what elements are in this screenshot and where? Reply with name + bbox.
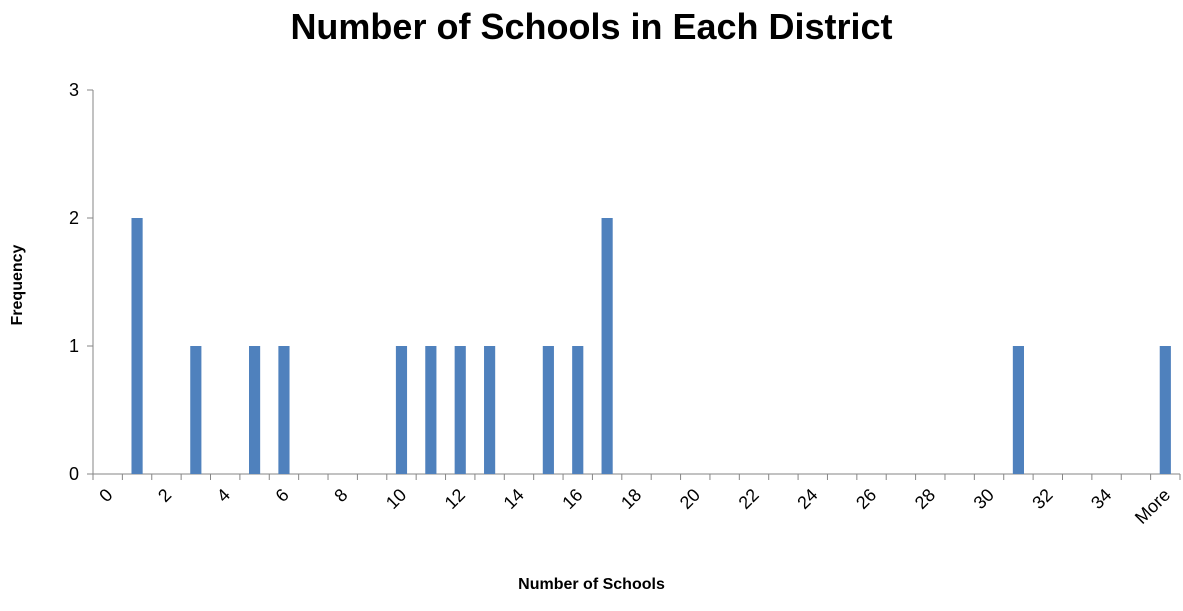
x-axis: 0 2 4 6 8 10 12 14 16 18 20 22 24 26 28 30 32 34 More [92, 473, 1181, 528]
x-tick-label: 6 [272, 485, 293, 506]
chart-title: Number of Schools in Each District [290, 6, 893, 47]
x-tick-label: 22 [735, 485, 763, 513]
x-tick-label: 26 [852, 485, 880, 513]
histogram-bar [248, 346, 261, 474]
histogram-bar [425, 346, 437, 474]
x-tick-label: 28 [911, 485, 939, 513]
histogram-bar [601, 218, 613, 474]
x-tick-label: 34 [1087, 485, 1115, 513]
y-tick-label: 0 [69, 464, 79, 484]
histogram-bar [572, 346, 584, 474]
x-tick-label: 0 [95, 485, 116, 506]
histogram-bar [190, 346, 202, 474]
y-tick-label: 2 [69, 208, 79, 228]
x-tick-label: 20 [676, 485, 704, 513]
x-tick-label: 30 [970, 485, 998, 513]
histogram-bar [542, 346, 554, 474]
y-tick-label: 3 [69, 80, 79, 100]
x-tick-label: More [1131, 485, 1174, 528]
x-axis-label: Number of Schools [518, 576, 665, 593]
x-tick-label: 32 [1028, 485, 1056, 513]
y-tick-label: 1 [69, 336, 79, 356]
x-tick-label: 18 [617, 485, 645, 513]
histogram-bar [278, 346, 290, 474]
x-tick-label: 10 [382, 485, 410, 513]
histogram-bar [131, 218, 143, 474]
histogram-bar [395, 346, 408, 474]
histogram-bar [1159, 346, 1171, 474]
x-tick-label: 24 [793, 485, 821, 513]
bars [131, 218, 1171, 474]
y-axis: 0 1 2 3 [69, 80, 94, 484]
histogram-bar [484, 346, 496, 474]
histogram-bar [454, 346, 466, 474]
x-tick-label: 4 [213, 485, 234, 506]
histogram-bar [1012, 346, 1025, 474]
x-tick-label: 14 [500, 485, 528, 513]
x-tick-label: 8 [330, 485, 351, 506]
x-tick-label: 12 [441, 485, 469, 513]
x-tick-label: 2 [154, 485, 175, 506]
x-tick-label: 16 [558, 485, 586, 513]
